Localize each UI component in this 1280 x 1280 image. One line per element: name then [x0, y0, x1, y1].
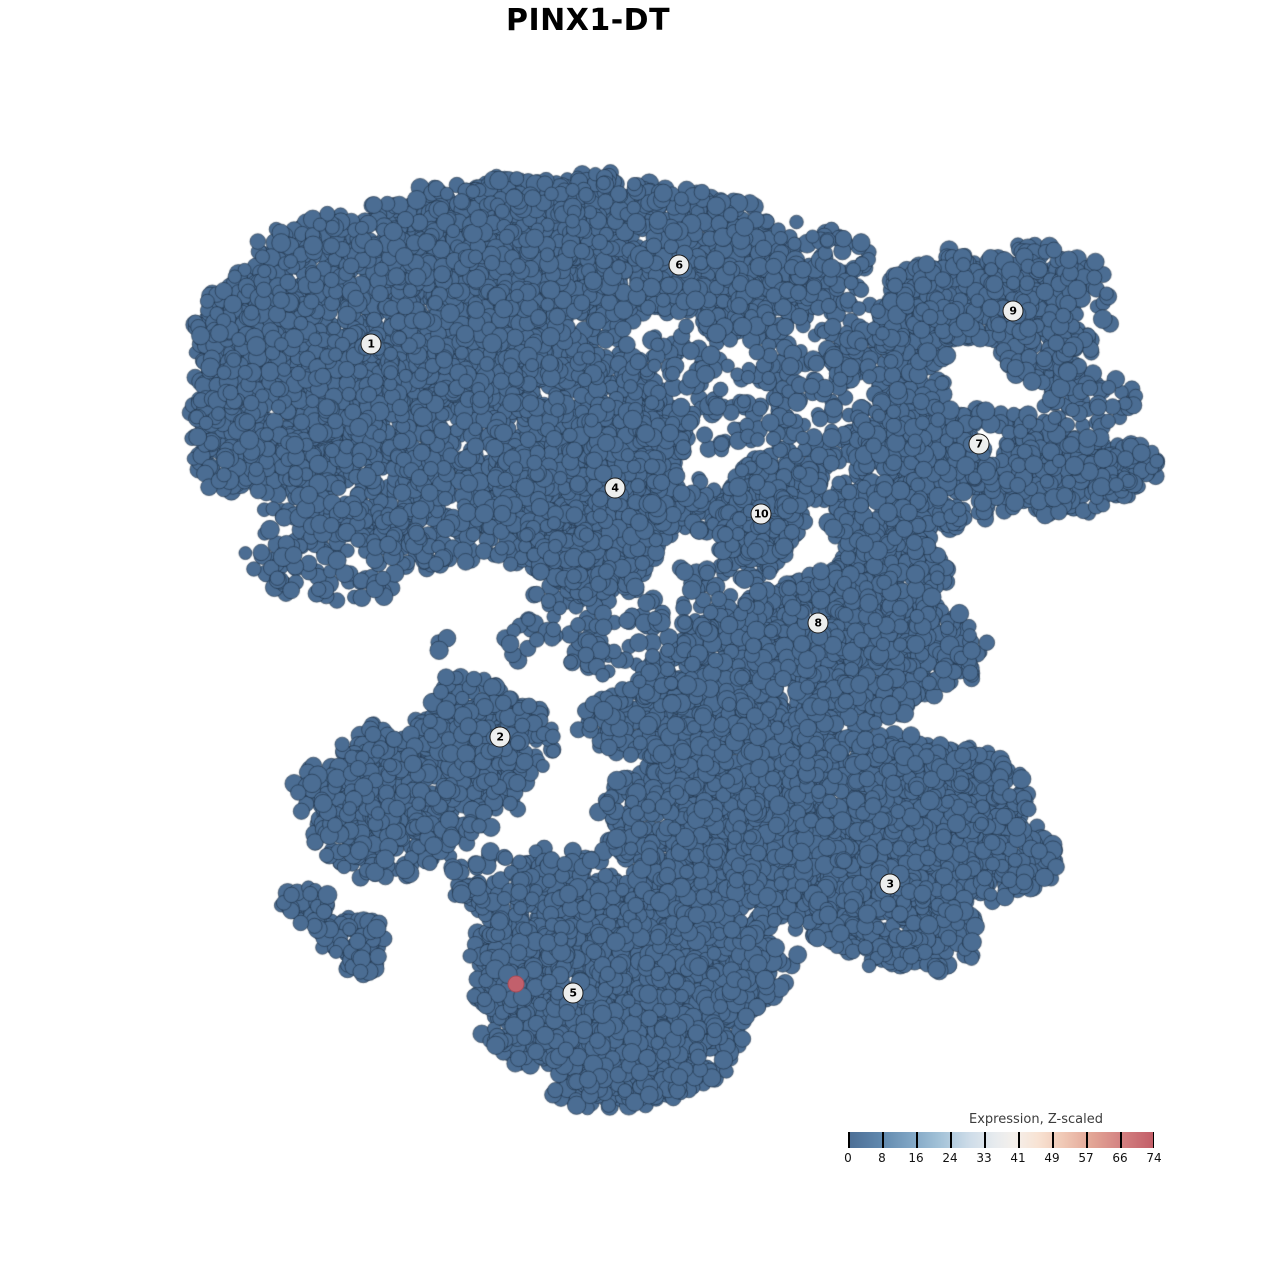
colorbar-tick	[1152, 1132, 1154, 1148]
colorbar-tick	[984, 1132, 986, 1148]
cluster-label-5: 5	[562, 982, 584, 1004]
colorbar-tick	[1052, 1132, 1054, 1148]
colorbar-tick	[848, 1132, 850, 1148]
colorbar-tick-label: 57	[1078, 1151, 1094, 1165]
colorbar-tick-label: 74	[1146, 1151, 1162, 1165]
highlighted-cell-dot	[507, 975, 525, 993]
cluster-label-6: 6	[668, 254, 690, 276]
cluster-label-2: 2	[489, 726, 511, 748]
colorbar-tick	[882, 1132, 884, 1148]
colorbar-tick-label: 16	[908, 1151, 924, 1165]
colorbar-tick-label: 8	[878, 1151, 886, 1165]
colorbar-tick-label: 24	[942, 1151, 958, 1165]
plot-title: PINX1-DT	[505, 3, 671, 38]
colorbar-tick	[1018, 1132, 1020, 1148]
colorbar-tick	[916, 1132, 918, 1148]
expression-colorbar	[848, 1132, 1154, 1148]
cluster-label-4: 4	[604, 477, 626, 499]
colorbar-tick	[1120, 1132, 1122, 1148]
colorbar-tick-label: 0	[844, 1151, 852, 1165]
cluster-label-1: 1	[360, 333, 382, 355]
colorbar-tick-label: 41	[1010, 1151, 1026, 1165]
cluster-label-3: 3	[879, 873, 901, 895]
colorbar-tick	[1086, 1132, 1088, 1148]
cluster-label-10: 10	[750, 503, 772, 525]
colorbar-tick-label: 33	[976, 1151, 992, 1165]
cluster-label-9: 9	[1002, 300, 1024, 322]
cluster-label-7: 7	[968, 433, 990, 455]
colorbar-tick-label: 66	[1112, 1151, 1128, 1165]
colorbar-tick-label: 49	[1044, 1151, 1060, 1165]
legend-title: Expression, Z-scaled	[969, 1112, 1103, 1127]
cluster-label-8: 8	[807, 612, 829, 634]
colorbar-tick	[950, 1132, 952, 1148]
